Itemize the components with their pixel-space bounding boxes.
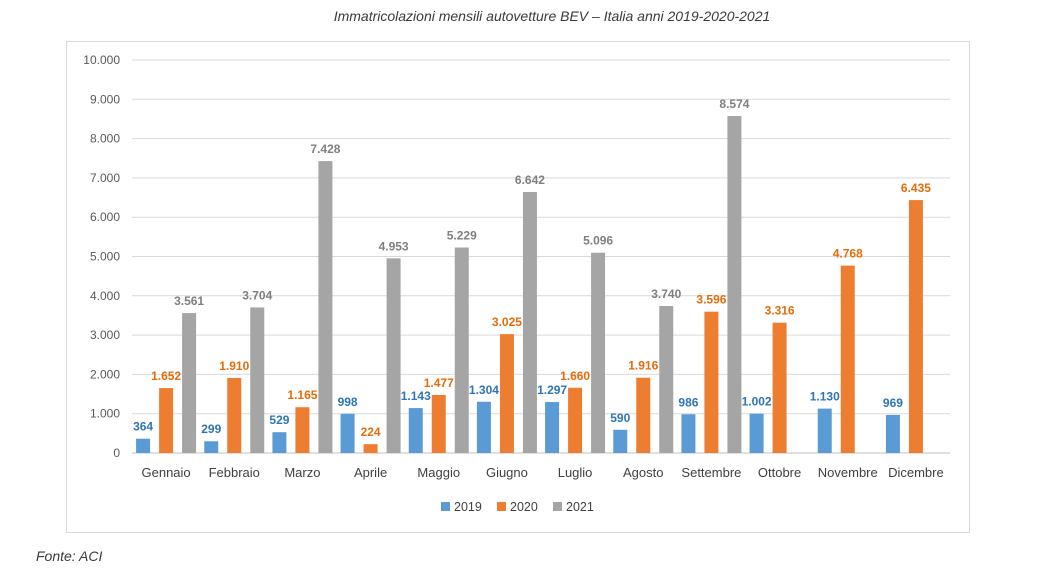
source-note: Fonte: ACI <box>36 548 103 564</box>
data-label-2021: 8.574 <box>719 97 749 111</box>
bar-2019-aprile <box>340 413 355 453</box>
data-label-2020: 3.025 <box>492 315 522 329</box>
x-tick-label: Settembre <box>681 465 741 480</box>
y-tick-label: 10.000 <box>83 53 120 67</box>
data-label-2021: 3.704 <box>242 288 272 302</box>
y-tick-label: 6.000 <box>90 210 120 224</box>
x-tick-label: Novembre <box>818 465 878 480</box>
y-tick-label: 0 <box>113 446 120 460</box>
x-tick-label: Agosto <box>623 465 663 480</box>
data-label-2020: 3.316 <box>765 304 795 318</box>
bar-2019-maggio <box>408 408 423 453</box>
data-label-2019: 590 <box>610 411 630 425</box>
bar-2020-luglio <box>568 387 583 453</box>
data-label-2020: 1.660 <box>560 369 590 383</box>
bar-2019-gennaio <box>136 438 151 453</box>
x-tick-label: Maggio <box>417 465 460 480</box>
data-label-2021: 7.428 <box>310 142 340 156</box>
bar-2021-giugno <box>522 191 537 453</box>
bar-2021-settembre <box>727 116 742 453</box>
x-tick-label: Giugno <box>486 465 528 480</box>
data-label-2021: 3.561 <box>174 294 204 308</box>
y-tick-label: 5.000 <box>90 250 120 264</box>
data-label-2019: 1.143 <box>401 389 431 403</box>
data-label-2020: 1.910 <box>219 359 249 373</box>
legend-swatch-2019 <box>441 502 450 511</box>
data-label-2020: 4.768 <box>833 247 863 261</box>
data-label-2020: 1.477 <box>424 376 454 390</box>
data-label-2021: 6.642 <box>515 173 545 187</box>
bar-2021-maggio <box>454 247 469 453</box>
y-tick-label: 8.000 <box>90 132 120 146</box>
bar-2020-dicembre <box>908 200 923 453</box>
bar-2019-agosto <box>613 429 628 453</box>
x-tick-label: Marzo <box>284 465 320 480</box>
y-tick-label: 4.000 <box>90 289 120 303</box>
data-label-2019: 969 <box>883 396 903 410</box>
bar-2019-settembre <box>681 414 696 453</box>
bar-2021-febbraio <box>250 307 265 453</box>
bar-2019-ottobre <box>749 413 764 453</box>
bar-2021-marzo <box>318 161 333 454</box>
data-label-2020: 3.596 <box>696 293 726 307</box>
chart-title: Immatricolazioni mensili autovetture BEV… <box>333 8 771 24</box>
bar-2021-agosto <box>659 306 674 453</box>
legend-label-2020: 2020 <box>510 500 538 514</box>
data-label-2019: 529 <box>269 413 289 427</box>
data-label-2019: 1.297 <box>537 383 567 397</box>
y-tick-label: 3.000 <box>90 328 120 342</box>
data-label-2020: 1.165 <box>287 388 317 402</box>
data-label-2019: 1.002 <box>742 395 772 409</box>
x-tick-label: Aprile <box>354 465 387 480</box>
bar-2021-luglio <box>591 252 606 453</box>
x-tick-label: Luglio <box>558 465 593 480</box>
data-label-2019: 1.304 <box>469 383 499 397</box>
legend-swatch-2020 <box>497 502 506 511</box>
legend-label-2019: 2019 <box>454 500 482 514</box>
bar-2019-giugno <box>476 401 491 453</box>
bar-2019-febbraio <box>204 441 219 453</box>
bar-2020-gennaio <box>159 388 174 453</box>
y-tick-label: 7.000 <box>90 171 120 185</box>
x-tick-label: Gennaio <box>142 465 191 480</box>
bar-2020-maggio <box>431 394 446 453</box>
bar-2020-marzo <box>295 407 310 453</box>
data-label-2021: 5.229 <box>447 229 477 243</box>
data-label-2019: 1.130 <box>810 390 840 404</box>
data-label-2019: 986 <box>678 395 698 409</box>
data-label-2021: 5.096 <box>583 234 613 248</box>
bar-2020-giugno <box>499 334 514 453</box>
bar-2019-marzo <box>272 432 287 453</box>
data-label-2021: 3.740 <box>651 287 681 301</box>
bar-2019-luglio <box>545 402 560 453</box>
data-label-2020: 1.916 <box>628 359 658 373</box>
data-label-2020: 224 <box>361 425 381 439</box>
data-label-2019: 299 <box>201 422 221 436</box>
y-tick-label: 2.000 <box>90 367 120 381</box>
legend-label-2021: 2021 <box>566 500 594 514</box>
x-tick-label: Febbraio <box>209 465 260 480</box>
bar-2021-gennaio <box>182 313 197 453</box>
data-label-2020: 6.435 <box>901 181 931 195</box>
bar-2021-aprile <box>386 258 401 453</box>
data-label-2021: 4.953 <box>379 239 409 253</box>
bar-2020-aprile <box>363 444 378 453</box>
bar-2020-novembre <box>840 265 855 453</box>
legend-swatch-2021 <box>553 502 562 511</box>
bar-2019-novembre <box>817 408 832 453</box>
bar-2020-agosto <box>636 377 651 453</box>
y-tick-label: 1.000 <box>90 407 120 421</box>
data-label-2019: 364 <box>133 420 153 434</box>
data-label-2019: 998 <box>338 395 358 409</box>
bar-2020-settembre <box>704 311 719 453</box>
x-tick-label: Dicembre <box>888 465 944 480</box>
bar-2019-dicembre <box>885 414 900 453</box>
bar-2020-ottobre <box>772 322 787 453</box>
data-label-2020: 1.652 <box>151 369 181 383</box>
bar-2020-febbraio <box>227 377 242 453</box>
y-tick-label: 9.000 <box>90 92 120 106</box>
x-tick-label: Ottobre <box>758 465 801 480</box>
